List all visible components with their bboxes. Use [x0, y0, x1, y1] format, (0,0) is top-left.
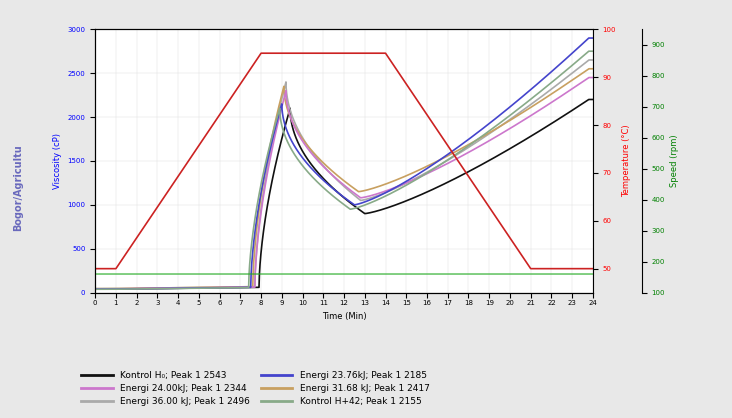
- Legend: Kontrol H₀; Peak 1 2543, Energi 24.00kJ; Peak 1 2344, Energi 36.00 kJ; Peak 1 24: Kontrol H₀; Peak 1 2543, Energi 24.00kJ;…: [78, 368, 433, 409]
- Y-axis label: Viscosity (cP): Viscosity (cP): [53, 133, 62, 189]
- X-axis label: Time (Min): Time (Min): [322, 312, 366, 321]
- Y-axis label: Speed (rpm): Speed (rpm): [671, 135, 679, 187]
- Y-axis label: Temperature (°C): Temperature (°C): [621, 125, 631, 197]
- Text: Bogor/Agricultu: Bogor/Agricultu: [13, 145, 23, 232]
